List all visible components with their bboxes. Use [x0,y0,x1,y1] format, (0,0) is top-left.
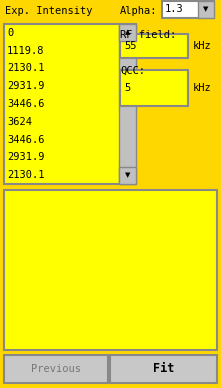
Bar [4,190,217,350]
Text: 0: 0 [7,28,13,38]
Text: 3624: 3624 [7,117,32,127]
Text: ▼: ▼ [203,7,209,12]
Bar [198,1,214,18]
Text: QCC:: QCC: [120,66,145,76]
Text: ▲: ▲ [125,29,130,35]
Text: 2931.9: 2931.9 [7,152,44,162]
Bar [4,355,108,383]
Text: Previous: Previous [31,364,81,374]
Text: Fit: Fit [153,362,174,376]
Text: 3446.6: 3446.6 [7,135,44,145]
Text: 2931.9: 2931.9 [7,81,44,91]
Text: 3446.6: 3446.6 [7,99,44,109]
Text: 1.3: 1.3 [165,5,184,14]
Text: kHz: kHz [193,83,212,93]
Text: 2130.1: 2130.1 [7,170,44,180]
Bar [162,1,214,18]
Text: kHz: kHz [193,41,212,51]
Bar [120,34,188,58]
Text: 55: 55 [124,41,137,51]
Bar [110,355,217,383]
Bar [120,70,188,106]
Text: Exp. Intensity: Exp. Intensity [5,6,93,16]
Text: 5: 5 [124,83,130,93]
Text: 2130.1: 2130.1 [7,64,44,73]
Bar [119,24,136,41]
Bar [4,24,136,184]
Text: RF field:: RF field: [120,30,176,40]
Bar [119,167,136,184]
Bar [119,24,136,184]
Text: 1119.8: 1119.8 [7,46,44,55]
Text: Alpha:: Alpha: [120,6,158,16]
Text: ▼: ▼ [125,173,130,178]
